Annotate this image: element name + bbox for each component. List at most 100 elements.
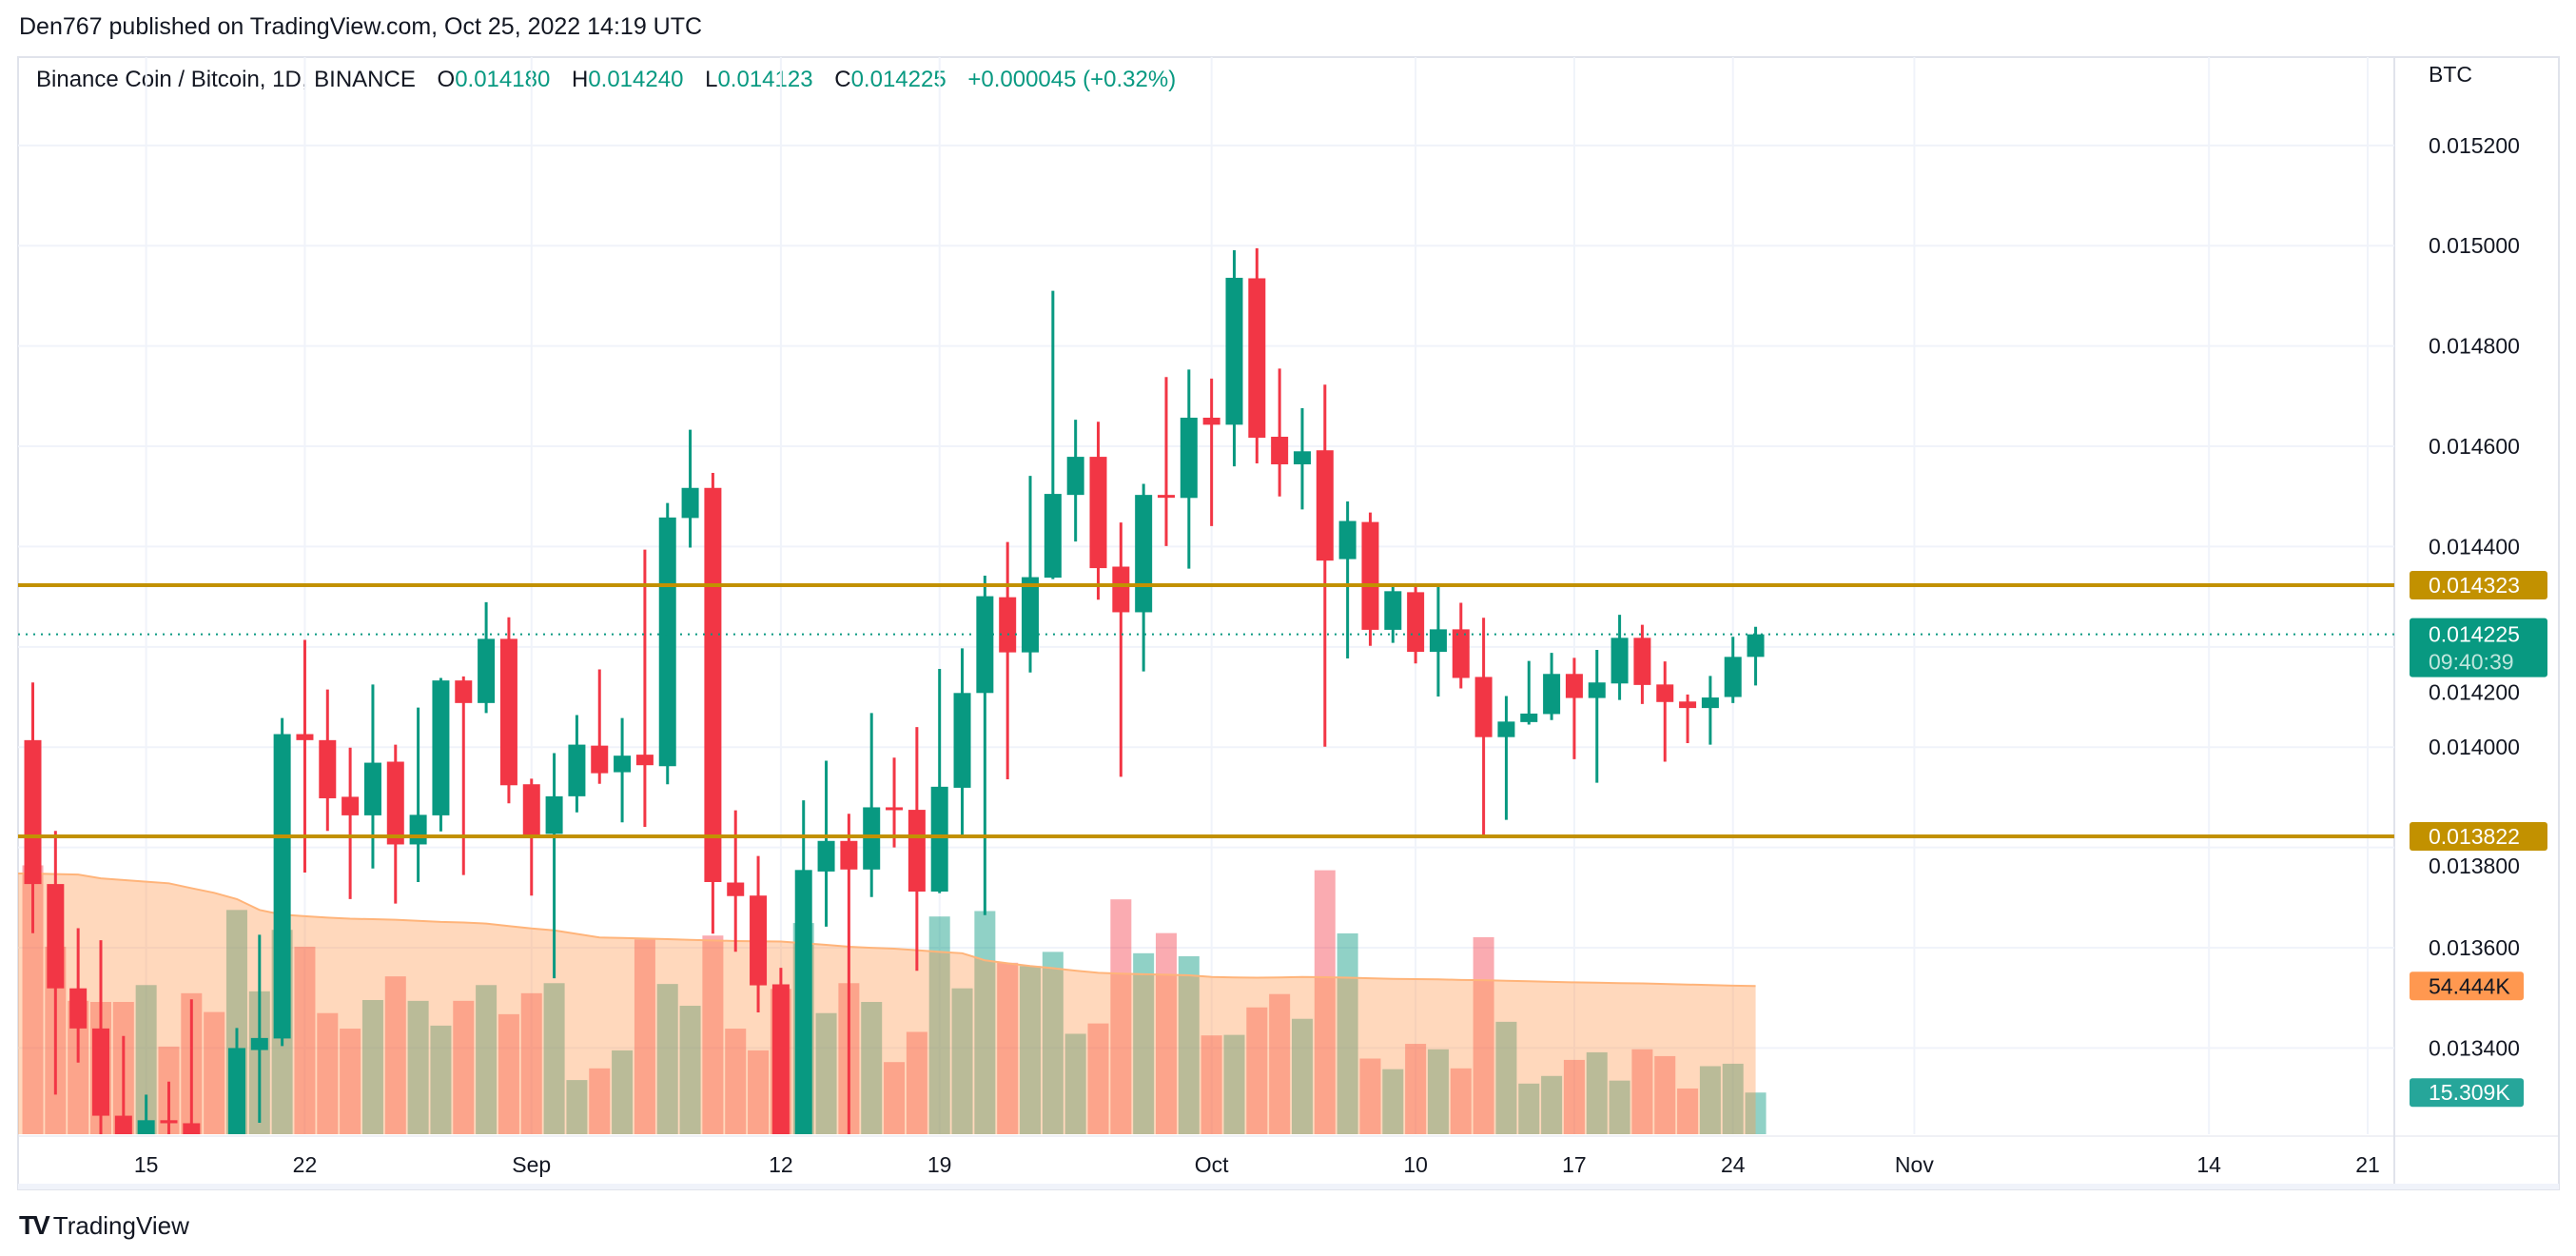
level-lines[interactable] [18, 583, 2394, 839]
volume-bar [1269, 993, 1291, 1134]
volume-bar [1042, 952, 1064, 1134]
price-tick-label: 0.013400 [2429, 1035, 2520, 1060]
candle-body [1202, 417, 1220, 425]
volume-bar [951, 988, 973, 1134]
time-tick-label: Sep [512, 1152, 551, 1177]
grid [18, 57, 2394, 1134]
time-tick-label: 22 [293, 1152, 318, 1177]
time-tick-label: 24 [1721, 1152, 1746, 1177]
level-price-label-bg [2410, 571, 2547, 599]
logo-text: TradingView [52, 1210, 189, 1240]
level-price-label-bg [2410, 822, 2547, 852]
price-axis[interactable]: 0.015200 0.015000 0.014800 0.014600 0.014400… [2429, 133, 2520, 1061]
candle-body [205, 1148, 223, 1173]
symbol-title[interactable]: Binance Coin / Bitcoin, 1D, BINANCE [36, 67, 416, 92]
candle-body [750, 895, 768, 986]
volume-bar [1291, 1018, 1313, 1134]
volume-bar [1450, 1068, 1472, 1134]
candle-body [771, 984, 790, 1134]
candle-body [137, 1120, 155, 1134]
level-price-label: 0.014323 [2429, 573, 2520, 598]
candle-body [1633, 638, 1651, 685]
candle-body [976, 596, 994, 694]
volume-bar [1337, 932, 1358, 1134]
candle-body [658, 517, 676, 767]
price-tick-label: 0.014000 [2429, 735, 2520, 759]
volume-bar [384, 976, 406, 1134]
close-label: C [834, 67, 851, 92]
volume-label: 15.309K [2429, 1080, 2510, 1105]
candle-body [863, 807, 881, 870]
high-value: 0.014240 [588, 67, 684, 92]
volume-bar [543, 983, 565, 1134]
volume-bar [634, 939, 655, 1134]
volume-bar [1246, 1007, 1268, 1134]
volume-bar [1541, 1075, 1563, 1134]
volume-bar [861, 1002, 883, 1134]
candle-body [1565, 674, 1583, 698]
candle-body [47, 884, 65, 989]
candle-body [296, 734, 314, 740]
volume-bar [589, 1068, 611, 1134]
bar-countdown: 09:40:39 [2429, 650, 2514, 675]
volume-bar [1427, 1049, 1449, 1134]
candle-body [999, 597, 1017, 653]
candle-body [727, 882, 745, 896]
candle-body [635, 755, 654, 766]
volume-bar [361, 1000, 383, 1134]
tradingview-logo[interactable]: TV TradingView [19, 1210, 189, 1241]
close-value: 0.014225 [850, 67, 946, 92]
candle-body [794, 870, 812, 1134]
volume-bar [928, 916, 950, 1134]
volume-bar [1200, 1035, 1222, 1134]
price-tick-label: 0.014200 [2429, 680, 2520, 705]
candle-body [499, 638, 517, 786]
level-price-label: 0.013822 [2429, 824, 2520, 849]
candle-body [319, 739, 337, 798]
candle-body [704, 487, 722, 882]
volume-bar [725, 1029, 747, 1134]
volume-bar [317, 1012, 339, 1134]
volume-bar [702, 935, 724, 1134]
candle-body [1429, 629, 1447, 653]
volume-bar [612, 1050, 634, 1134]
candle-body [409, 814, 427, 845]
price-tick-label: 0.013600 [2429, 935, 2520, 960]
candle-body [1293, 451, 1311, 464]
candle-body [227, 1048, 245, 1134]
candle-body [1701, 697, 1719, 709]
candle-body [1044, 494, 1062, 579]
price-tick-label: 0.015000 [2429, 233, 2520, 258]
time-tick-label: 12 [769, 1152, 793, 1177]
candle-body [432, 680, 450, 815]
candle-body [250, 1037, 268, 1050]
volume-bar [430, 1025, 452, 1134]
volume-bar [68, 1000, 89, 1134]
volume-bar [884, 1062, 906, 1134]
open-label: O [437, 67, 456, 92]
candle-body [1543, 674, 1561, 715]
volume-bar [1133, 952, 1155, 1134]
candle-body [886, 807, 904, 811]
price-tick-label: 0.013800 [2429, 854, 2520, 878]
candle-body [91, 1028, 109, 1116]
candle-body [930, 786, 948, 892]
candle-body [1089, 457, 1107, 569]
time-tick-label: 19 [927, 1152, 952, 1177]
candle-body [342, 796, 360, 815]
time-axis[interactable]: 15 22 Sep 12 19 Oct 10 17 24 Nov 14 21 [134, 1152, 2380, 1177]
volume-bar [22, 865, 44, 1134]
candle-body [1316, 450, 1334, 561]
candle-body [1271, 437, 1289, 464]
candle-body [1361, 521, 1379, 630]
volume-bar [1110, 899, 1132, 1134]
tradingview-logo-icon: TV [19, 1210, 50, 1240]
candle-body [1679, 701, 1697, 709]
candle-body [840, 840, 858, 870]
volume-bar [1405, 1044, 1427, 1134]
volume-ma-line [18, 873, 1756, 988]
change-value: +0.000045 (+0.32%) [967, 67, 1177, 92]
volume-bar [1064, 1033, 1086, 1134]
volume-bar [294, 946, 316, 1134]
